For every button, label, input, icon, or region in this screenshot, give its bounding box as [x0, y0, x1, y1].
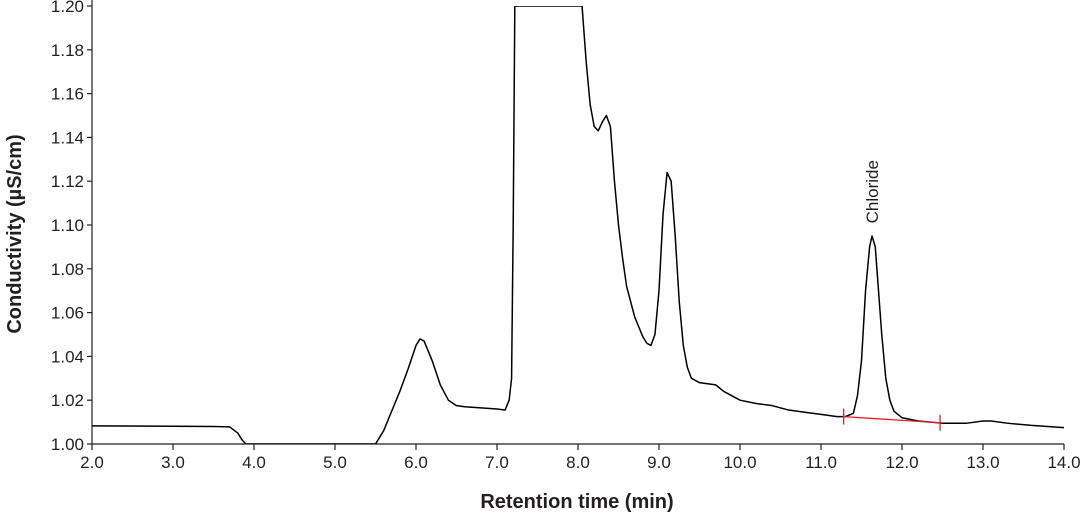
- x-tick-label: 6.0: [404, 453, 428, 472]
- y-tick-label: 1.10: [51, 216, 84, 235]
- y-tick-label: 1.00: [51, 435, 84, 454]
- x-tick-label: 8.0: [566, 453, 590, 472]
- y-tick-label: 1.06: [51, 304, 84, 323]
- x-tick-label: 13.0: [966, 453, 999, 472]
- x-tick-label: 10.0: [723, 453, 756, 472]
- annotations: Chloride: [863, 160, 882, 223]
- y-tick-label: 1.14: [51, 128, 84, 147]
- x-tick-label: 9.0: [647, 453, 671, 472]
- x-tick-label: 11.0: [805, 453, 837, 472]
- y-tick-label: 1.02: [51, 391, 84, 410]
- x-tick-label: 3.0: [161, 453, 185, 472]
- x-tick-label: 7.0: [485, 453, 509, 472]
- axes: 1.00 1.02 1.04 1.06 1.08 1.10 1.12 1.14 1.16 1.18…: [51, 0, 1080, 472]
- y-tick-label: 1.18: [51, 41, 84, 60]
- peak-label-chloride: Chloride: [863, 160, 882, 223]
- x-tick-label: 14.0: [1047, 453, 1080, 472]
- plot-area: [92, 6, 1064, 444]
- y-tick-label: 1.16: [51, 85, 84, 104]
- x-axis-title: Retention time (min): [480, 491, 673, 513]
- x-tick-label: 5.0: [323, 453, 347, 472]
- y-tick-label: 1.12: [51, 172, 84, 191]
- x-tick-label: 12.0: [885, 453, 918, 472]
- conductivity-trace: [92, 6, 1064, 444]
- x-tick-label: 2.0: [80, 453, 104, 472]
- y-tick-label: 1.04: [51, 347, 84, 366]
- integration-baseline: [843, 415, 941, 424]
- x-tick-label: 4.0: [242, 453, 266, 472]
- y-tick-label: 1.20: [51, 0, 84, 16]
- y-axis-title: Conductivity (µS/cm): [4, 134, 26, 333]
- y-tick-label: 1.08: [51, 260, 84, 279]
